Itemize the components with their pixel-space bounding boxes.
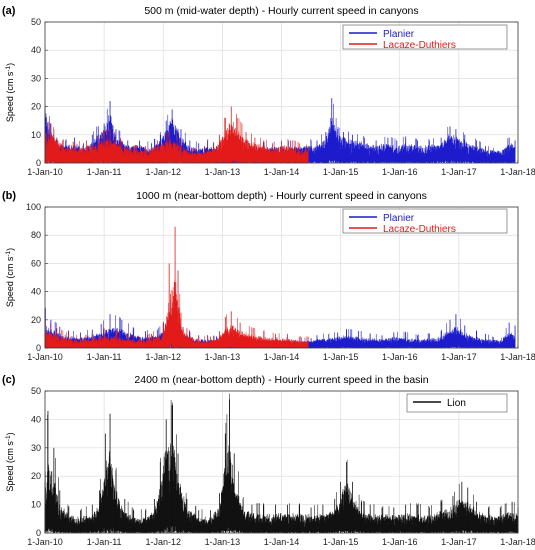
y-tick-label: 0 <box>36 528 41 538</box>
y-tick-label: 0 <box>36 158 41 168</box>
x-tick-label: 1-Jan-18 <box>500 537 535 547</box>
y-axis-label-main: Speed (cm s <box>5 71 15 122</box>
y-tick-label: 100 <box>26 202 41 212</box>
y-axis-label-sup: -1 <box>5 250 12 256</box>
x-tick-label: 1-Jan-14 <box>264 537 300 547</box>
chart-title: 1000 m (near-bottom depth) - Hourly curr… <box>136 190 427 202</box>
x-tick-label: 1-Jan-13 <box>205 167 241 177</box>
x-tick-label: 1-Jan-14 <box>264 167 300 177</box>
y-tick-label: 80 <box>31 230 41 240</box>
x-tick-label: 1-Jan-11 <box>87 352 122 362</box>
x-tick-label: 1-Jan-13 <box>205 352 241 362</box>
x-tick-label: 1-Jan-15 <box>323 352 359 362</box>
x-tick-label: 1-Jan-12 <box>145 352 181 362</box>
y-tick-label: 30 <box>31 443 41 453</box>
y-tick-label: 0 <box>36 343 41 353</box>
y-axis-label: Speed (cm s-1) <box>5 432 15 491</box>
y-tick-label: 20 <box>31 315 41 325</box>
x-tick-label: 1-Jan-17 <box>441 537 477 547</box>
x-tick-label: 1-Jan-11 <box>87 167 122 177</box>
panel-label: (c) <box>2 374 16 386</box>
series-lacaze-duthiers <box>44 226 309 348</box>
y-tick-label: 10 <box>31 130 41 140</box>
y-tick-label: 60 <box>31 258 41 268</box>
y-tick-label: 40 <box>31 414 41 424</box>
y-tick-label: 30 <box>31 73 41 83</box>
x-tick-label: 1-Jan-10 <box>27 352 63 362</box>
x-tick-label: 1-Jan-18 <box>500 352 535 362</box>
x-tick-label: 1-Jan-15 <box>323 167 359 177</box>
axes-frame <box>44 390 519 534</box>
chart-title: 500 m (mid-water depth) - Hourly current… <box>144 5 418 17</box>
y-axis-label-sup: -1 <box>5 435 12 441</box>
y-tick-label: 40 <box>31 287 41 297</box>
legend-entry: Planier <box>383 29 415 40</box>
y-tick-label: 40 <box>31 45 41 55</box>
y-tick-label: 20 <box>31 471 41 481</box>
legend-entry: Lacaze-Duthiers <box>383 40 456 51</box>
x-tick-label: 1-Jan-16 <box>382 352 418 362</box>
x-tick-label: 1-Jan-12 <box>145 537 181 547</box>
chart-title: 2400 m (near-bottom depth) - Hourly curr… <box>134 374 428 386</box>
y-axis-label-main: Speed (cm s <box>5 441 15 492</box>
chart-panel-2: 0 20 40 60 80 100 1-Jan-10 1-Jan-11 1-Jan-12 1-Ja… <box>2 190 535 362</box>
y-tick-label: 10 <box>31 500 41 510</box>
x-tick-label: 1-Jan-16 <box>382 537 418 547</box>
y-axis-label-close: ) <box>5 63 15 66</box>
legend-box <box>342 208 508 234</box>
legend-box <box>342 24 508 50</box>
panel-label: (a) <box>2 5 16 17</box>
x-tick-label: 1-Jan-16 <box>382 167 418 177</box>
panel-label: (b) <box>2 190 16 202</box>
x-tick-label: 1-Jan-15 <box>323 537 359 547</box>
legend-box <box>406 393 508 413</box>
y-tick-label: 50 <box>31 17 41 27</box>
x-tick-label: 1-Jan-14 <box>264 352 300 362</box>
y-axis-label-close: ) <box>5 248 15 251</box>
axes-frame <box>44 21 519 164</box>
x-tick-label: 1-Jan-11 <box>87 537 122 547</box>
x-tick-label: 1-Jan-17 <box>441 167 477 177</box>
chart-panel-3: 0 10 20 30 40 50 1-Jan-10 1-Jan-11 1-Jan-12 1-Jan… <box>2 374 535 547</box>
series-lacaze-duthiers <box>44 106 309 163</box>
axes-frame <box>44 206 519 349</box>
x-tick-label: 1-Jan-13 <box>205 537 241 547</box>
y-axis-label: Speed (cm s-1) <box>5 248 15 307</box>
x-tick-label: 1-Jan-10 <box>27 167 63 177</box>
y-axis-label: Speed (cm s-1) <box>5 63 15 122</box>
legend-entry: Lion <box>447 398 466 409</box>
legend: Lion <box>406 393 508 413</box>
legend-entry: Lacaze-Duthiers <box>383 224 456 235</box>
y-tick-label: 50 <box>31 386 41 396</box>
chart-panel-1: 0 10 20 30 40 50 1-Jan-10 1-Jan-11 1-Jan-12 1-Jan… <box>2 5 535 177</box>
legend-entry: Planier <box>383 213 415 224</box>
y-tick-label: 20 <box>31 102 41 112</box>
x-tick-label: 1-Jan-18 <box>500 167 535 177</box>
y-axis-label-sup: -1 <box>5 65 12 71</box>
x-tick-label: 1-Jan-12 <box>145 167 181 177</box>
x-tick-label: 1-Jan-17 <box>441 352 477 362</box>
x-tick-label: 1-Jan-10 <box>27 537 63 547</box>
y-axis-label-main: Speed (cm s <box>5 256 15 307</box>
y-axis-label-close: ) <box>5 432 15 435</box>
